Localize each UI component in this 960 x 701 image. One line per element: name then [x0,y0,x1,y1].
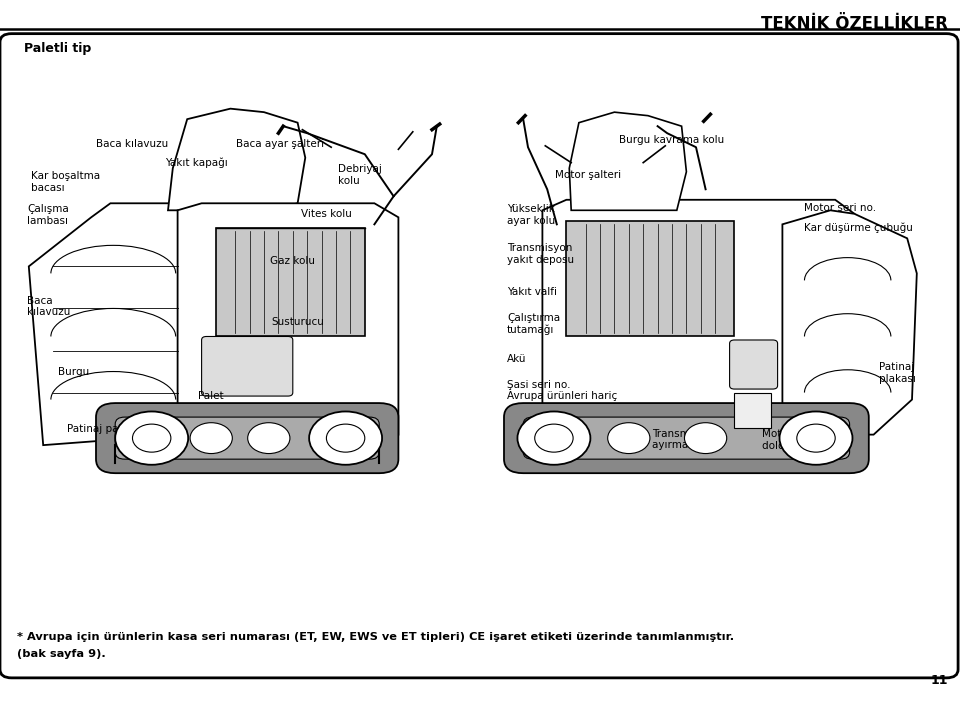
FancyBboxPatch shape [504,403,869,473]
Text: Burgu kavrama kolu: Burgu kavrama kolu [619,135,725,145]
Text: Baca kılavuzu: Baca kılavuzu [96,139,169,149]
Text: Akü: Akü [507,354,526,364]
FancyBboxPatch shape [566,221,734,336]
FancyBboxPatch shape [96,403,398,473]
Text: Transmisyon
ayırma kolu: Transmisyon ayırma kolu [652,429,717,450]
Text: Çalışma
lambası: Çalışma lambası [27,205,68,226]
Polygon shape [782,210,917,435]
Text: 11: 11 [931,674,948,687]
Circle shape [190,423,232,454]
Polygon shape [168,109,305,210]
Text: * Avrupa için ürünlerin kasa seri numarası (ET, EW, EWS ve ET tipleri) CE işaret: * Avrupa için ürünlerin kasa seri numara… [17,632,734,642]
Text: Debriyaj
kolu: Debriyaj kolu [338,165,382,186]
Text: Burgu: Burgu [58,367,89,376]
Text: (bak sayfa 9).: (bak sayfa 9). [17,649,106,659]
Text: Gaz kolu: Gaz kolu [271,256,315,266]
Text: Paletli tip: Paletli tip [24,42,91,55]
Text: Susturucu: Susturucu [271,318,324,327]
Text: TEKNİK ÖZELLİKLER: TEKNİK ÖZELLİKLER [761,15,948,34]
Circle shape [309,411,382,465]
Text: Vites kolu: Vites kolu [301,209,351,219]
Text: Motor yağı
doldurma kapağı: Motor yağı doldurma kapağı [762,428,851,451]
Circle shape [248,423,290,454]
Polygon shape [542,200,854,435]
Text: Şasi seri no.
Avrupa ürünleri hariç: Şasi seri no. Avrupa ürünleri hariç [507,380,617,401]
Text: Baca
kılavuzu: Baca kılavuzu [27,296,70,317]
Text: Yükseklik
ayar kolu: Yükseklik ayar kolu [507,205,555,226]
Text: Transmisyon
yakıt deposu: Transmisyon yakıt deposu [507,243,574,264]
Circle shape [780,411,852,465]
Text: Motor seri no.: Motor seri no. [804,203,876,213]
FancyBboxPatch shape [734,393,771,428]
Text: Patinaj pabucu: Patinaj pabucu [67,424,144,434]
Text: Patinaj
plakası: Patinaj plakası [879,362,916,383]
Text: Kar düşürme çubuğu: Kar düşürme çubuğu [804,223,913,233]
FancyBboxPatch shape [216,228,365,336]
Text: Yakıt kapağı: Yakıt kapağı [165,158,228,168]
FancyBboxPatch shape [202,336,293,396]
Text: Baca ayar şalteri: Baca ayar şalteri [236,139,324,149]
Text: Motor şalteri: Motor şalteri [555,170,621,180]
Text: Çalıştırma
tutamağı: Çalıştırma tutamağı [507,313,560,335]
Circle shape [115,411,188,465]
Polygon shape [178,203,398,435]
Polygon shape [569,112,686,210]
FancyBboxPatch shape [523,417,850,459]
Text: Kar boşaltma
bacası: Kar boşaltma bacası [31,172,100,193]
Text: Yakıt valfi: Yakıt valfi [507,287,557,297]
Polygon shape [29,203,192,445]
Circle shape [608,423,650,454]
Text: Palet: Palet [199,391,224,401]
FancyBboxPatch shape [730,340,778,389]
FancyBboxPatch shape [115,417,379,459]
Circle shape [684,423,727,454]
Circle shape [517,411,590,465]
